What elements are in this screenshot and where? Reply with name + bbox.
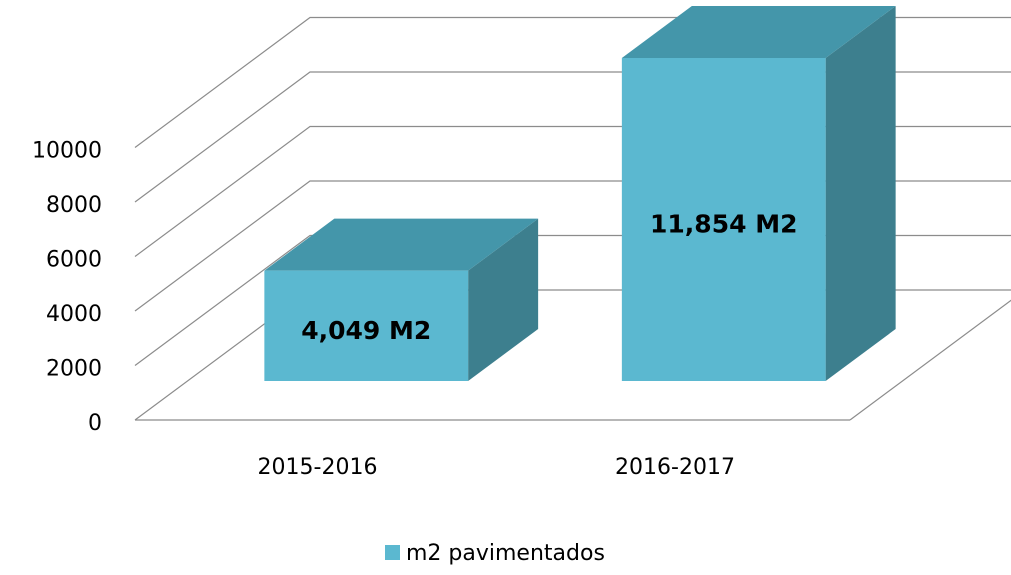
bar-side [825,5,896,382]
legend-swatch [385,545,400,560]
x-tick-label: 2016-2017 [615,455,735,480]
bar [264,270,469,381]
y-tick-label: 6000 [46,248,102,273]
y-tick-label: 2000 [46,357,102,382]
bar [621,57,826,381]
grid-line [134,125,1011,257]
grid-line [134,180,1011,312]
grid-line [134,16,1011,148]
y-tick-label: 0 [88,411,102,436]
bar-side [468,218,539,381]
grid-line [134,71,1011,203]
legend-label: m2 pavimentados [406,541,605,566]
data-label: 11,854 M2 [650,209,797,238]
y-tick-label: 4000 [46,302,102,327]
x-tick-label: 2015-2016 [258,455,378,480]
y-tick-label: 10000 [32,139,102,164]
data-label: 4,049 M2 [301,316,431,345]
bar-top [264,218,539,271]
y-tick-label: 8000 [46,193,102,218]
bar-top [621,5,896,58]
grid-line [134,234,1011,366]
floor-right-edge [849,299,1011,421]
